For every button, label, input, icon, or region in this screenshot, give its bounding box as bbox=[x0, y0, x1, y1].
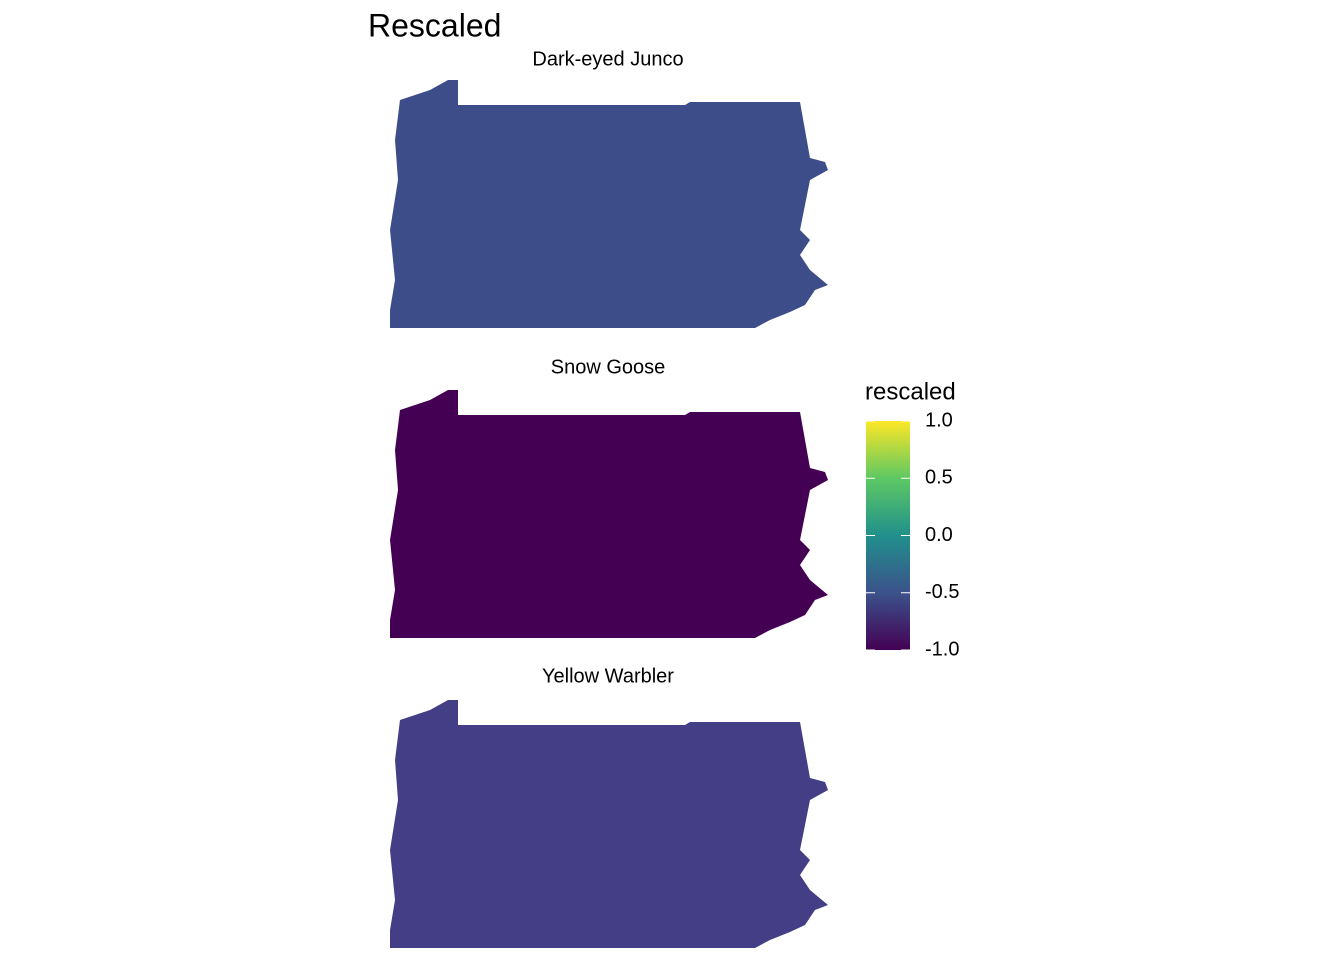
legend-tick-label: 0.5 bbox=[925, 467, 953, 489]
legend-tick-label: -1.0 bbox=[925, 638, 959, 660]
facet-title: Dark-eyed Junco bbox=[532, 48, 683, 70]
legend-tick-label: 1.0 bbox=[925, 409, 953, 431]
legend-title: rescaled bbox=[865, 378, 956, 405]
legend-tick-label: -0.5 bbox=[925, 581, 959, 603]
chart-title: Rescaled bbox=[368, 7, 501, 43]
state-raster bbox=[390, 390, 828, 638]
state-raster bbox=[390, 700, 828, 948]
state-raster bbox=[390, 80, 828, 328]
legend-tick-label: 0.0 bbox=[925, 524, 953, 546]
facet-title: Yellow Warbler bbox=[542, 665, 674, 687]
facet-title: Snow Goose bbox=[551, 356, 666, 378]
